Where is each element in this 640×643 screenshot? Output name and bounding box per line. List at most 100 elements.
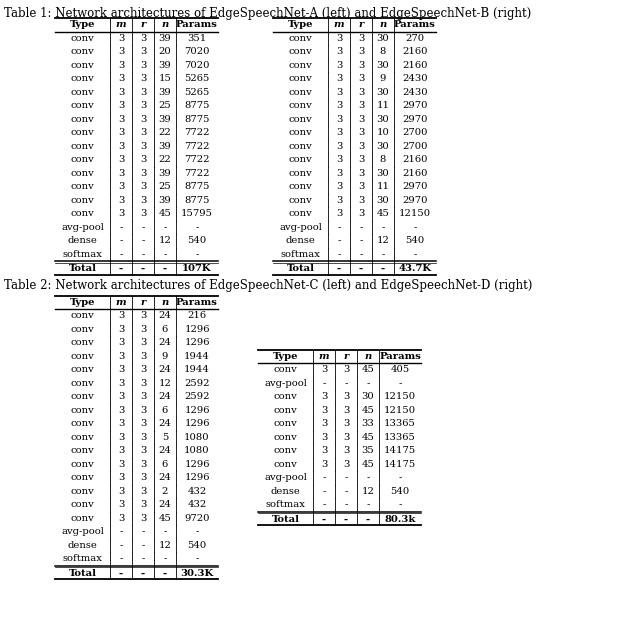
Text: conv: conv	[274, 392, 298, 401]
Text: -: -	[413, 222, 417, 231]
Text: r: r	[344, 352, 349, 361]
Text: 39: 39	[159, 87, 172, 96]
Text: 3: 3	[358, 33, 364, 42]
Text: 24: 24	[159, 473, 172, 482]
Text: 12: 12	[159, 541, 172, 550]
Text: conv: conv	[289, 168, 312, 177]
Text: 3: 3	[336, 195, 342, 204]
Text: 3: 3	[140, 47, 146, 56]
Text: 2: 2	[162, 487, 168, 496]
Text: avg-pool: avg-pool	[61, 222, 104, 231]
Text: 3: 3	[118, 325, 124, 334]
Text: dense: dense	[271, 487, 300, 496]
Text: conv: conv	[289, 182, 312, 191]
Text: 6: 6	[162, 325, 168, 334]
Text: 3: 3	[118, 365, 124, 374]
Text: -: -	[163, 568, 167, 577]
Text: 3: 3	[321, 433, 327, 442]
Text: 3: 3	[336, 87, 342, 96]
Text: 3: 3	[336, 209, 342, 218]
Text: 12: 12	[362, 487, 374, 496]
Text: 9: 9	[162, 352, 168, 361]
Text: 7722: 7722	[184, 128, 210, 137]
Text: 7020: 7020	[184, 47, 210, 56]
Text: conv: conv	[70, 209, 94, 218]
Text: softmax: softmax	[280, 249, 321, 258]
Text: 25: 25	[159, 101, 172, 110]
Text: conv: conv	[274, 460, 298, 469]
Text: 2160: 2160	[403, 168, 428, 177]
Text: 7722: 7722	[184, 141, 210, 150]
Text: 3: 3	[118, 473, 124, 482]
Text: 6: 6	[162, 460, 168, 469]
Text: 39: 39	[159, 195, 172, 204]
Text: 3: 3	[336, 74, 342, 83]
Text: -: -	[344, 473, 348, 482]
Text: 1296: 1296	[184, 473, 210, 482]
Text: -: -	[119, 541, 123, 550]
Text: 3: 3	[140, 182, 146, 191]
Text: 270: 270	[405, 33, 424, 42]
Text: m: m	[116, 298, 126, 307]
Text: 45: 45	[376, 209, 389, 218]
Text: -: -	[141, 249, 145, 258]
Text: -: -	[323, 379, 326, 388]
Text: 24: 24	[159, 446, 172, 455]
Text: -: -	[322, 514, 326, 523]
Text: 8775: 8775	[184, 195, 210, 204]
Text: conv: conv	[70, 325, 94, 334]
Text: 3: 3	[336, 114, 342, 123]
Text: 25: 25	[159, 182, 172, 191]
Text: Total: Total	[68, 264, 97, 273]
Text: 3: 3	[140, 460, 146, 469]
Text: n: n	[380, 20, 387, 29]
Text: 3: 3	[358, 155, 364, 164]
Text: 3: 3	[336, 141, 342, 150]
Text: 2592: 2592	[184, 379, 210, 388]
Text: 107K: 107K	[182, 264, 212, 273]
Text: 1944: 1944	[184, 352, 210, 361]
Text: conv: conv	[70, 433, 94, 442]
Text: 216: 216	[188, 311, 207, 320]
Text: -: -	[141, 568, 145, 577]
Text: -: -	[381, 222, 385, 231]
Text: 3: 3	[140, 311, 146, 320]
Text: 3: 3	[336, 47, 342, 56]
Text: -: -	[398, 379, 402, 388]
Text: 35: 35	[362, 446, 374, 455]
Text: 2700: 2700	[403, 141, 428, 150]
Text: 39: 39	[159, 33, 172, 42]
Text: conv: conv	[289, 155, 312, 164]
Text: -: -	[119, 568, 123, 577]
Text: 3: 3	[358, 87, 364, 96]
Text: 8775: 8775	[184, 182, 210, 191]
Text: conv: conv	[70, 487, 94, 496]
Text: 3: 3	[118, 433, 124, 442]
Text: 7020: 7020	[184, 60, 210, 69]
Text: conv: conv	[289, 101, 312, 110]
Text: -: -	[337, 249, 340, 258]
Text: 3: 3	[140, 325, 146, 334]
Text: Params: Params	[176, 20, 218, 29]
Text: 3: 3	[140, 338, 146, 347]
Text: 39: 39	[159, 114, 172, 123]
Text: 3: 3	[336, 155, 342, 164]
Text: -: -	[323, 500, 326, 509]
Text: dense: dense	[285, 236, 316, 245]
Text: 432: 432	[188, 500, 207, 509]
Text: conv: conv	[289, 195, 312, 204]
Text: 3: 3	[118, 514, 124, 523]
Text: -: -	[195, 554, 198, 563]
Text: 3: 3	[140, 352, 146, 361]
Text: 30: 30	[376, 33, 389, 42]
Text: 3: 3	[140, 87, 146, 96]
Text: -: -	[141, 554, 145, 563]
Text: conv: conv	[70, 419, 94, 428]
Text: 3: 3	[358, 182, 364, 191]
Text: 2160: 2160	[403, 47, 428, 56]
Text: 3: 3	[140, 487, 146, 496]
Text: 30: 30	[376, 195, 389, 204]
Text: Type: Type	[70, 20, 95, 29]
Text: 39: 39	[159, 141, 172, 150]
Text: 22: 22	[159, 128, 172, 137]
